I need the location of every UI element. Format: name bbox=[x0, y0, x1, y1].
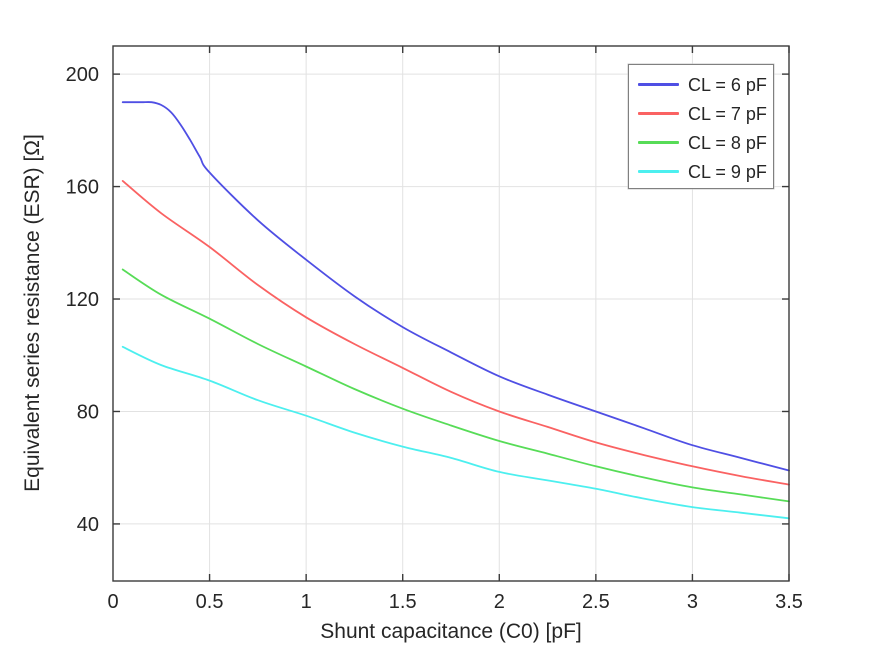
legend-box: CL = 6 pF CL = 7 pF CL = 8 pF CL = 9 pF bbox=[628, 64, 774, 189]
legend-line-sample bbox=[638, 170, 679, 173]
legend-line-sample bbox=[638, 141, 679, 144]
x-axis-label: Shunt capacitance (C0) [pF] bbox=[320, 620, 582, 643]
y-tick-label: 200 bbox=[66, 64, 99, 86]
legend-entry: CL = 7 pF bbox=[629, 99, 773, 128]
x-tick-label: 2 bbox=[494, 591, 505, 613]
x-tick-label: 3.5 bbox=[775, 591, 803, 613]
curve-cl-8-pf bbox=[121, 268, 790, 503]
legend-label: CL = 7 pF bbox=[688, 103, 767, 124]
y-tick-label: 40 bbox=[77, 514, 99, 536]
legend-line-sample bbox=[638, 112, 679, 115]
legend-entry: CL = 8 pF bbox=[629, 128, 773, 157]
y-tick-label: 120 bbox=[66, 289, 99, 311]
legend-line-sample bbox=[638, 83, 679, 86]
curve-cl-6-pf bbox=[121, 101, 790, 472]
y-axis-label: Equivalent series resistance (ESR) [Ω] bbox=[21, 134, 44, 492]
curve-cl-7-pf bbox=[121, 180, 790, 486]
x-tick-label: 2.5 bbox=[582, 591, 610, 613]
x-tick-label: 3 bbox=[687, 591, 698, 613]
x-tick-label: 1.5 bbox=[389, 591, 417, 613]
legend-label: CL = 8 pF bbox=[688, 132, 767, 153]
y-tick-label: 80 bbox=[77, 401, 99, 423]
x-tick-label: 0 bbox=[107, 591, 118, 613]
axes-box bbox=[112, 45, 790, 582]
legend-entry: CL = 6 pF bbox=[629, 70, 773, 99]
x-tick-label: 0.5 bbox=[196, 591, 224, 613]
legend-label: CL = 6 pF bbox=[688, 74, 767, 95]
x-tick-label: 1 bbox=[301, 591, 312, 613]
y-tick-label: 160 bbox=[66, 177, 99, 199]
curve-cl-9-pf bbox=[121, 345, 790, 520]
legend-entry: CL = 9 pF bbox=[629, 157, 773, 186]
legend-label: CL = 9 pF bbox=[688, 161, 767, 182]
